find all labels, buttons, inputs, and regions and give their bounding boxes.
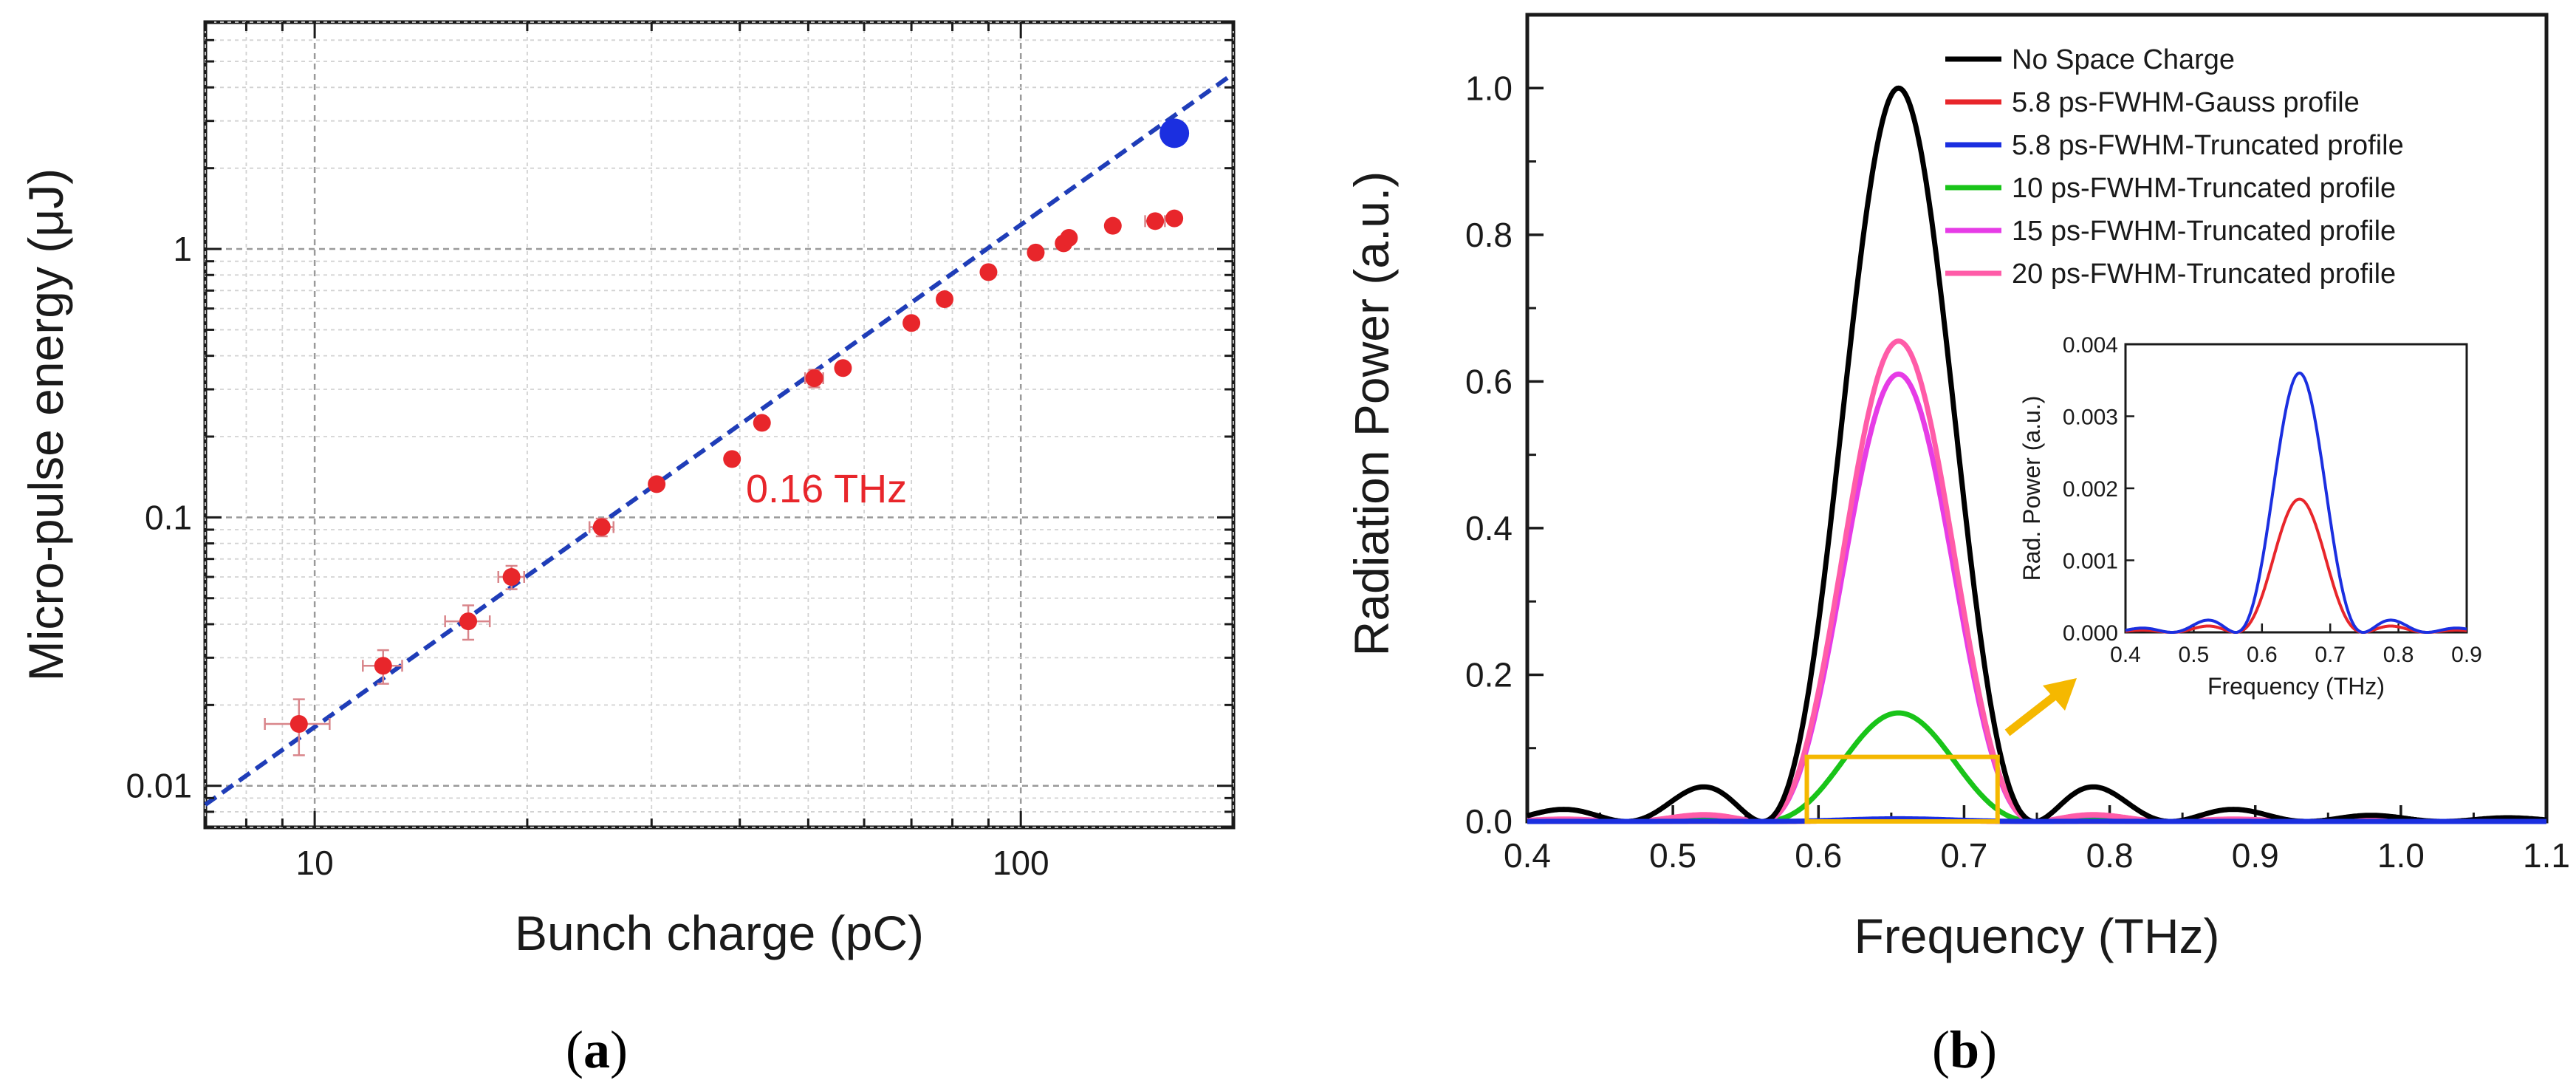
y-tick-label: 0.8 xyxy=(1465,216,1513,254)
inset-x-tick-label: 0.5 xyxy=(2179,643,2210,667)
x-tick-label: 0.8 xyxy=(2086,836,2134,875)
inset-x-tick-label: 0.7 xyxy=(2315,643,2346,667)
data-point xyxy=(1146,212,1165,230)
x-tick-label: 100 xyxy=(993,844,1049,882)
data-point xyxy=(374,657,392,675)
x-tick-label: 0.6 xyxy=(1795,836,1842,875)
legend-label: 5.8 ps-FWHM-Truncated profile xyxy=(2012,130,2404,161)
legend-label: 5.8 ps-FWHM-Gauss profile xyxy=(2012,87,2360,118)
inset-x-tick-label: 0.9 xyxy=(2451,643,2482,667)
x-tick-label: 1.1 xyxy=(2523,836,2570,875)
inset-y-axis-title: Rad. Power (a.u.) xyxy=(2018,396,2045,581)
legend-label: 15 ps-FWHM-Truncated profile xyxy=(2012,216,2396,247)
y-axis-title: Radiation Power (a.u.) xyxy=(1344,171,1399,657)
data-point xyxy=(753,414,771,432)
legend-label: 20 ps-FWHM-Truncated profile xyxy=(2012,259,2396,290)
y-tick-label: 0.4 xyxy=(1465,509,1513,547)
data-point xyxy=(936,290,954,309)
zoom-arrow xyxy=(2004,678,2077,736)
annotation-label: 0.16 THz xyxy=(746,467,907,511)
zoom-box xyxy=(1804,754,2000,824)
data-point xyxy=(1027,243,1045,262)
inset-frame xyxy=(2124,343,2468,634)
data-point xyxy=(979,263,998,281)
panel-letter-b: b xyxy=(1950,1020,1979,1079)
data-point xyxy=(592,518,611,536)
data-point xyxy=(290,714,308,733)
inset-y-tick-label: 0.004 xyxy=(2063,333,2118,358)
data-point xyxy=(648,475,666,493)
inset-x-tick-label: 0.4 xyxy=(2110,643,2141,667)
panel-label-a: (a) xyxy=(566,1020,628,1079)
data-point xyxy=(902,314,921,332)
y-tick-label: 0.01 xyxy=(126,767,192,805)
x-tick-label: 0.4 xyxy=(1504,836,1551,875)
data-point xyxy=(723,450,741,468)
data-point xyxy=(834,359,852,377)
data-point xyxy=(805,369,823,387)
y-tick-label: 0.6 xyxy=(1465,362,1513,400)
y-tick-label: 0.0 xyxy=(1465,802,1513,841)
inset-x-axis-title: Frequency (THz) xyxy=(2207,673,2385,700)
x-tick-label: 0.7 xyxy=(1940,836,1987,875)
x-axis-title: Bunch charge (pC) xyxy=(515,906,924,960)
y-tick-label: 0.1 xyxy=(145,498,192,536)
x-axis-title: Frequency (THz) xyxy=(1854,909,2219,963)
legend-label: 10 ps-FWHM-Truncated profile xyxy=(2012,173,2396,204)
x-tick-label: 10 xyxy=(296,844,334,882)
inset-y-tick-label: 0.002 xyxy=(2063,477,2118,502)
data-point xyxy=(1060,229,1078,247)
y-tick-label: 0.2 xyxy=(1465,655,1513,694)
data-point xyxy=(1103,216,1122,235)
inset-y-tick-label: 0.000 xyxy=(2063,621,2118,646)
highlight-point xyxy=(1159,118,1190,148)
inset-spectrum-line xyxy=(2125,371,2467,634)
y-tick-label: 1 xyxy=(173,230,192,268)
x-tick-label: 1.0 xyxy=(2377,836,2425,875)
inset-y-tick-label: 0.001 xyxy=(2063,550,2118,574)
inset-x-tick-label: 0.6 xyxy=(2247,643,2278,667)
data-point xyxy=(459,612,478,631)
spectrum-line xyxy=(1527,816,2546,824)
x-tick-label: 0.5 xyxy=(1649,836,1696,875)
y-tick-label: 1.0 xyxy=(1465,69,1513,107)
legend-label: No Space Charge xyxy=(2012,44,2235,75)
x-tick-label: 0.9 xyxy=(2232,836,2279,875)
y-axis-title: Micro-pulse energy (μJ) xyxy=(18,168,73,682)
data-point xyxy=(502,567,521,586)
inset-y-tick-label: 0.003 xyxy=(2063,406,2118,430)
panel-b-chart: 0.4 0.5 0.6 0.7 0.8 0.9 1.0 1.1 0.0 0.2 0.4 0.6 0.8 1… xyxy=(1344,13,2570,1079)
panel-label-b: (b) xyxy=(1932,1020,1997,1079)
fit-line xyxy=(204,72,1235,807)
panel-a-chart: 10 100 0.01 0.1 1 0.16 THz Bunch charge (pC)… xyxy=(18,20,1236,1079)
inset-x-tick-label: 0.8 xyxy=(2383,643,2414,667)
panel-letter-a: a xyxy=(583,1020,610,1079)
data-point xyxy=(1165,209,1184,228)
